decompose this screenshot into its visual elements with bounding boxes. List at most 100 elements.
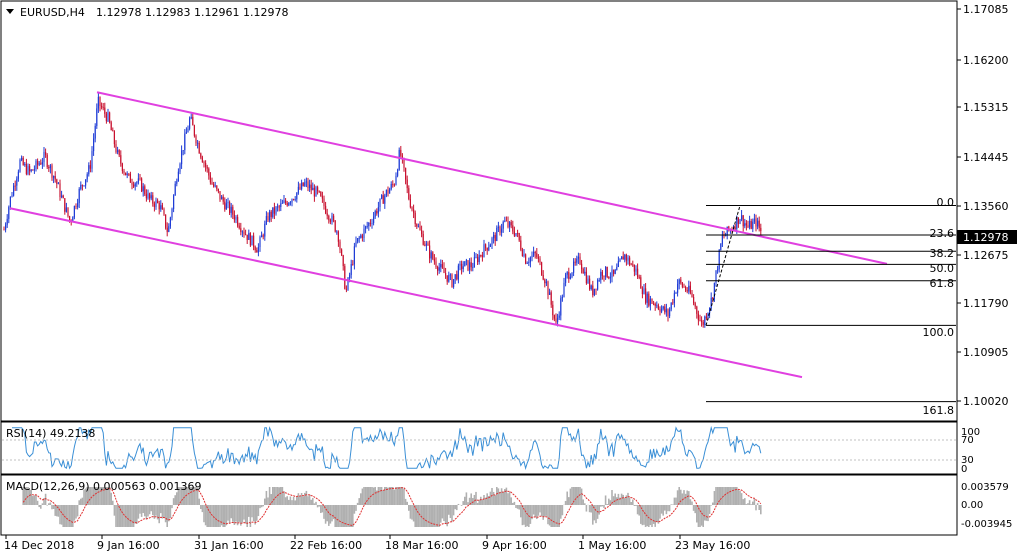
- price-tick: 1.16200: [963, 54, 1009, 67]
- fibonacci-retracement[interactable]: [705, 205, 956, 403]
- candle-body: [286, 202, 288, 206]
- candle-body: [56, 179, 58, 184]
- candle-body: [205, 163, 207, 167]
- candle-body: [142, 186, 144, 192]
- candle-body: [653, 303, 655, 305]
- candle-body: [577, 256, 579, 259]
- candle-body: [667, 309, 669, 317]
- candle-body: [734, 227, 736, 229]
- candle-body: [297, 186, 299, 193]
- candle-body: [401, 155, 403, 159]
- candle-body: [424, 244, 426, 246]
- candle-body: [310, 184, 312, 191]
- candle-body: [536, 253, 538, 258]
- candle-body: [337, 231, 339, 242]
- candle-body: [209, 175, 211, 183]
- candle-body: [237, 216, 239, 226]
- candle-body: [259, 237, 261, 248]
- candle-body: [150, 195, 152, 199]
- rsi-panel[interactable]: [0, 421, 958, 475]
- candle-body: [609, 277, 611, 279]
- price-panel[interactable]: [0, 0, 958, 422]
- candle-body: [571, 272, 573, 277]
- candle-body: [315, 187, 317, 197]
- candle-body: [305, 181, 307, 183]
- candle-body: [491, 238, 493, 245]
- candle-body: [549, 292, 551, 295]
- candle-body: [345, 288, 347, 290]
- candle-body: [568, 272, 570, 279]
- candle-body: [721, 235, 723, 244]
- candle-body: [467, 260, 469, 271]
- candle-body: [99, 96, 101, 107]
- candle-body: [656, 305, 658, 307]
- candle-body: [137, 178, 139, 183]
- candle-body: [302, 182, 304, 186]
- candle-body: [513, 231, 515, 236]
- candle-body: [216, 185, 218, 189]
- fib-label: 23.6: [930, 227, 955, 240]
- candle-body: [646, 293, 648, 303]
- candle-body: [429, 245, 431, 259]
- candle-body: [89, 165, 91, 169]
- candle-body: [481, 255, 483, 258]
- candle-body: [393, 184, 395, 186]
- candle-body: [273, 207, 275, 214]
- candle-body: [437, 267, 439, 271]
- candle-body: [54, 175, 56, 180]
- candle-body: [94, 125, 96, 139]
- candle-body: [171, 208, 173, 218]
- candle-body: [398, 149, 400, 170]
- candle-body: [169, 217, 171, 227]
- candle-body: [213, 184, 215, 187]
- candle-body: [64, 198, 66, 212]
- candle-body: [677, 284, 679, 293]
- symbol-dropdown-icon[interactable]: [6, 9, 14, 14]
- candle-body: [445, 272, 447, 276]
- symbol-label[interactable]: EURUSD,H4: [20, 6, 85, 19]
- candle-body: [160, 205, 162, 210]
- candle-body: [661, 308, 663, 312]
- candle-body: [355, 241, 357, 247]
- candle-body: [357, 238, 359, 242]
- candle-body: [414, 212, 416, 225]
- candle-body: [246, 234, 248, 240]
- candle-body: [281, 202, 283, 204]
- candle-body: [608, 277, 610, 279]
- macd-scale: 0.003579: [961, 482, 1009, 493]
- rsi-series: [12, 425, 762, 471]
- candle-body: [686, 290, 688, 292]
- candle-body: [715, 270, 717, 283]
- candle-body: [563, 282, 565, 298]
- candle-body: [421, 230, 423, 234]
- candle-body: [161, 205, 163, 210]
- price-tick: 1.12675: [963, 249, 1009, 262]
- candle-body: [158, 202, 160, 210]
- candle-body: [93, 138, 95, 152]
- candle-body: [603, 275, 605, 277]
- candle-body: [270, 211, 272, 217]
- candle-body: [272, 207, 274, 217]
- candle-body: [14, 185, 16, 187]
- candle-body: [256, 250, 258, 253]
- candle-body: [238, 225, 240, 229]
- candle-body: [91, 151, 93, 169]
- candle-body: [595, 288, 597, 290]
- candle-body: [203, 162, 205, 164]
- candle-body: [296, 192, 298, 200]
- candle-body: [374, 210, 376, 217]
- candle-body: [365, 226, 367, 229]
- candle-body: [621, 256, 623, 260]
- candle-body: [80, 184, 82, 189]
- candle-body: [544, 279, 546, 284]
- candle-body: [523, 254, 525, 256]
- candle-body: [488, 246, 490, 251]
- candle-body: [630, 264, 632, 266]
- candle-body: [288, 202, 290, 206]
- candle-body: [131, 182, 133, 185]
- candle-body: [521, 249, 523, 256]
- candle-body: [470, 262, 472, 268]
- candle-body: [525, 254, 527, 264]
- candle-body: [78, 188, 80, 203]
